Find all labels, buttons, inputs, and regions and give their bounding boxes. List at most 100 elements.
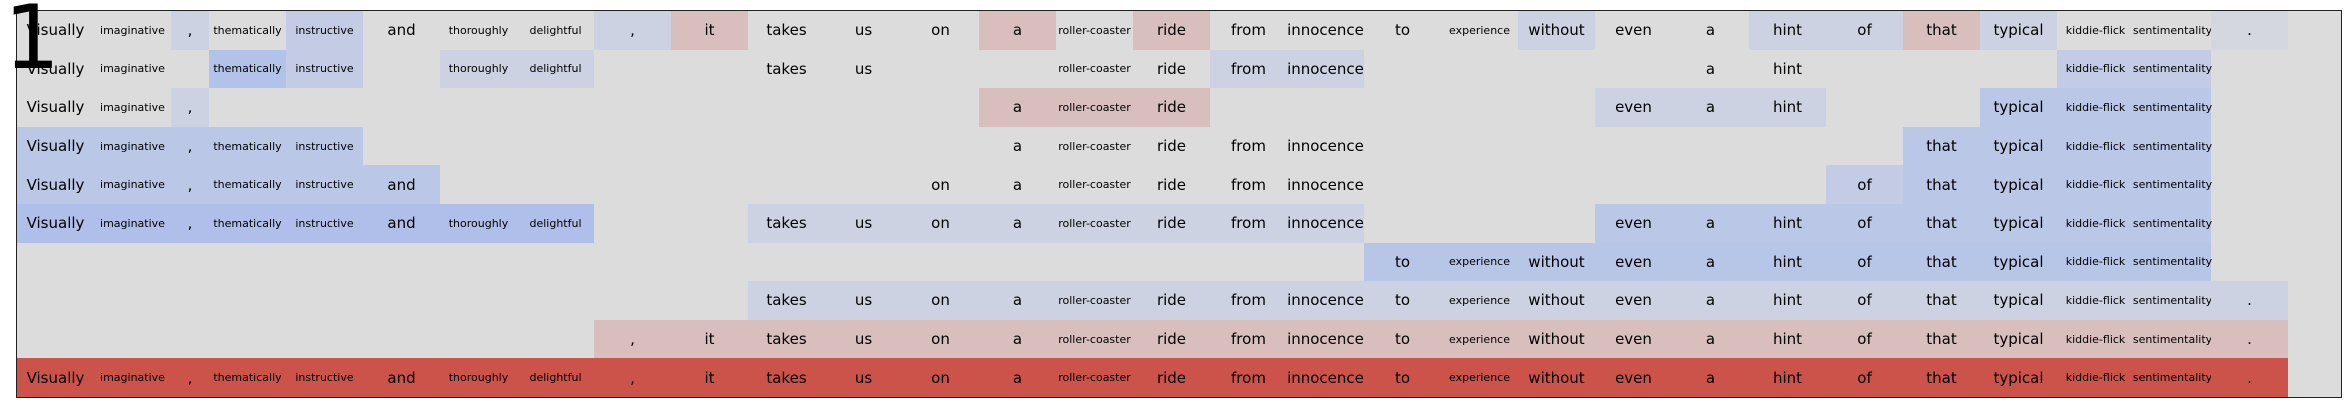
token-cell: innocence [1287, 358, 1364, 397]
token-cell: on [902, 319, 979, 359]
token-cell: kiddie-flick [2057, 204, 2134, 243]
token-cell: of [1826, 319, 1903, 359]
token-cell: hint [1749, 281, 1826, 320]
token-cell: ride [1156, 175, 1187, 194]
token-cell: that [1903, 126, 1980, 166]
token-cell: of [1826, 165, 1903, 204]
token-cell: ride [1133, 281, 1210, 320]
token-cell: from [1231, 175, 1266, 194]
token-cell: that [1903, 11, 1980, 50]
token-cell: a [979, 281, 1056, 320]
token-cell: experience [1441, 319, 1518, 359]
token-cell: imaginative [94, 165, 171, 204]
token-cell: sentimentality [2132, 23, 2213, 37]
token-cell: ride [1133, 11, 1210, 50]
token-cell: . [2211, 358, 2288, 397]
token-cell: imaginative [94, 204, 171, 243]
token-cell: a [1672, 88, 1749, 127]
token-cell: a [1705, 59, 1716, 78]
token-cell: thematically [209, 126, 286, 166]
token-cell: roller-coaster [1056, 204, 1133, 243]
token-cell: takes [748, 319, 825, 359]
token-cell: roller-coaster [1058, 23, 1131, 37]
token-cell: roller-coaster [1056, 88, 1133, 127]
token-cell: sentimentality [2133, 88, 2212, 127]
token-cell: kiddie-flick [2057, 358, 2134, 397]
token-cell: typical [1980, 358, 2057, 397]
token-cell: sentimentality [2133, 126, 2212, 166]
token-cell: takes [766, 21, 807, 40]
token-cell: on [931, 175, 950, 194]
token-cell: it [671, 358, 748, 397]
token-cell: that [1903, 165, 1980, 204]
token-cell: and [363, 204, 440, 243]
token-cell: , [171, 88, 209, 127]
token-cell: of [1826, 204, 1903, 243]
token-cell: a [1672, 319, 1749, 359]
token-cell: thoroughly [440, 204, 517, 243]
token-cell: and [387, 21, 416, 40]
token-cell: , [594, 319, 671, 359]
token-cell: ride [1156, 137, 1187, 156]
token-cell: thematically [209, 204, 286, 243]
token-cell: Visually [26, 98, 85, 117]
token-cell: sentimentality [2133, 319, 2212, 359]
token-cell: from [1210, 281, 1287, 320]
token-cell: takes [748, 358, 825, 397]
token-cell: instructive [286, 165, 363, 204]
token-cell: imaginative [100, 62, 165, 76]
token-cell: sentimentality [2133, 358, 2212, 397]
token-cell: sentimentality [2133, 165, 2212, 204]
token-cell: sentimentality [2133, 242, 2212, 282]
token-cell: takes [748, 204, 825, 243]
token-cell: to [1364, 319, 1441, 359]
token-cell: , [171, 204, 209, 243]
token-cell: delightful [517, 204, 594, 243]
token-cell: a [1672, 358, 1749, 397]
token-cell: and [363, 165, 440, 204]
token-cell: experience [1441, 358, 1518, 397]
token-cell: thematically [209, 165, 286, 204]
token-cell: , [171, 358, 209, 397]
token-cell: kiddie-flick [2057, 319, 2134, 359]
token-cell: . [2211, 11, 2288, 50]
token-cell: Visually [17, 204, 94, 243]
token-cell: it [671, 319, 748, 359]
token-cell: on [902, 204, 979, 243]
token-cell: thematically [209, 358, 286, 397]
token-cell: us [854, 21, 873, 40]
token-cell: ride [1133, 204, 1210, 243]
token-cell: instructive [286, 11, 363, 50]
token-cell: , [171, 11, 209, 50]
token-cell: that [1903, 319, 1980, 359]
token-cell: that [1903, 358, 1980, 397]
token-cell: of [1826, 242, 1903, 282]
token-cell: kiddie-flick [2057, 49, 2134, 89]
token-cell: us [825, 358, 902, 397]
token-cell: without [1518, 281, 1595, 320]
token-cell: , [594, 11, 671, 50]
token-cell: . [2211, 319, 2288, 359]
token-cell: imaginative [100, 23, 165, 37]
token-cell: experience [1449, 23, 1510, 37]
token-cell: even [1595, 281, 1672, 320]
token-cell: without [1518, 11, 1595, 50]
token-cell: of [1826, 281, 1903, 320]
token-cell: instructive [286, 358, 363, 397]
token-cell: delightful [517, 358, 594, 397]
token-cell: , [171, 165, 209, 204]
token-cell: typical [1980, 242, 2057, 282]
token-cell: from [1231, 21, 1266, 40]
token-cell: delightful [529, 23, 582, 37]
token-cell: even [1595, 88, 1672, 127]
token-cell: kiddie-flick [2057, 126, 2134, 166]
token-cell: instructive [286, 204, 363, 243]
token-cell: Visually [26, 59, 85, 78]
token-cell: roller-coaster [1056, 358, 1133, 397]
token-cell: kiddie-flick [2057, 242, 2134, 282]
token-cell: Visually [17, 126, 94, 166]
token-cell: instructive [286, 49, 363, 89]
token-cell: Visually [26, 21, 85, 40]
token-cell: even [1595, 319, 1672, 359]
token-cell: delightful [517, 49, 594, 89]
